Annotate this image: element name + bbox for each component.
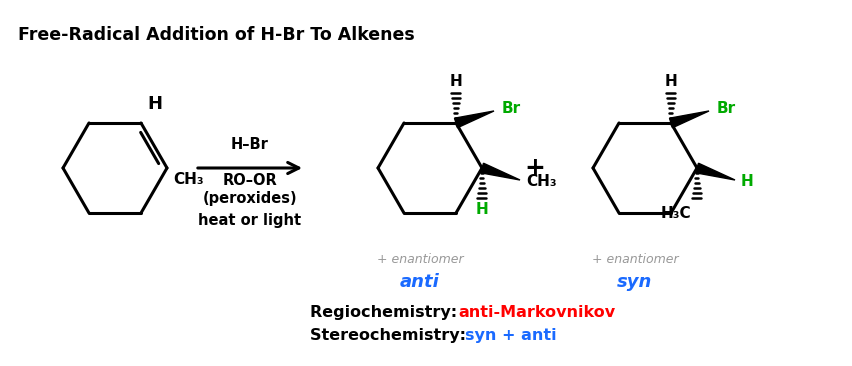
Polygon shape — [670, 111, 709, 128]
Polygon shape — [481, 163, 520, 180]
Text: Stereochemistry:: Stereochemistry: — [310, 328, 472, 343]
Text: Br: Br — [717, 101, 736, 116]
Text: Regiochemistry:: Regiochemistry: — [310, 305, 463, 320]
Text: heat or light: heat or light — [199, 213, 302, 228]
Text: anti: anti — [400, 273, 440, 291]
Text: H–Br: H–Br — [231, 137, 269, 152]
Text: + enantiomer: + enantiomer — [377, 253, 463, 266]
Text: H: H — [475, 202, 488, 217]
Text: syn: syn — [618, 273, 653, 291]
Text: H: H — [741, 175, 754, 190]
Text: H: H — [665, 74, 677, 89]
Polygon shape — [454, 111, 494, 128]
Polygon shape — [695, 163, 735, 180]
Text: H: H — [450, 74, 463, 89]
Text: H: H — [147, 95, 162, 113]
Text: anti-Markovnikov: anti-Markovnikov — [458, 305, 615, 320]
Text: RO–OR: RO–OR — [222, 173, 278, 188]
Text: Br: Br — [502, 101, 521, 116]
Text: CH₃: CH₃ — [173, 172, 204, 187]
Text: Free-Radical Addition of H-Br To Alkenes: Free-Radical Addition of H-Br To Alkenes — [18, 26, 415, 44]
Text: + enantiomer: + enantiomer — [591, 253, 678, 266]
Text: syn + anti: syn + anti — [465, 328, 556, 343]
Text: (peroxides): (peroxides) — [203, 191, 297, 206]
Text: CH₃: CH₃ — [526, 175, 556, 190]
Text: H₃C: H₃C — [660, 206, 691, 221]
Text: +: + — [525, 156, 545, 180]
